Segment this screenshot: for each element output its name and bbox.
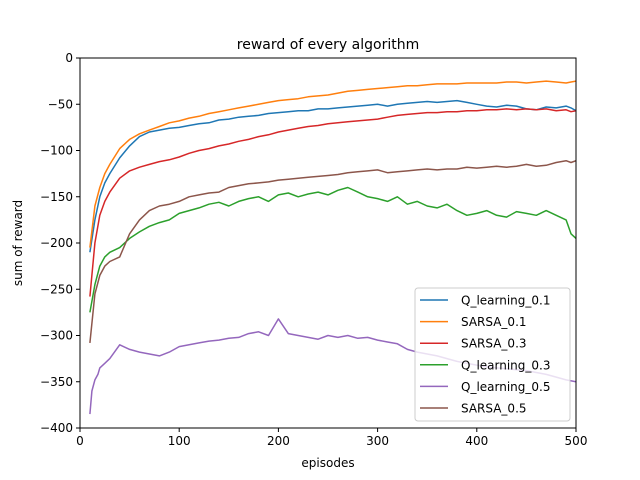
y-tick-label: 0	[65, 51, 73, 65]
series-line-sarsa-0-1	[89, 80, 576, 248]
x-tick-label: 0	[76, 434, 84, 448]
y-tick-label: −250	[40, 282, 73, 296]
y-tick-label: −400	[40, 421, 73, 435]
y-axis-ticks: 0 −50 −100 −150 −200 −250 −300 −350 −400	[40, 51, 80, 435]
series-line-q-learning-0-3	[89, 186, 576, 313]
x-tick-label: 200	[267, 434, 290, 448]
chart-title: reward of every algorithm	[237, 37, 419, 53]
x-axis-ticks: 0 100 200 300 400 500	[76, 428, 587, 448]
legend-label: SARSA_0.1	[461, 315, 527, 329]
y-tick-label: −300	[40, 329, 73, 343]
legend-label: SARSA_0.3	[461, 337, 527, 351]
legend-label: Q_learning_0.5	[461, 380, 550, 394]
y-tick-label: −50	[48, 97, 73, 111]
x-tick-label: 100	[168, 434, 191, 448]
legend-label: Q_learning_0.3	[461, 358, 550, 372]
series-line-sarsa-0-5	[89, 159, 576, 343]
series-line-q-learning-0-1	[89, 99, 576, 253]
series-line-sarsa-0-3	[89, 108, 576, 297]
series-layer	[89, 80, 576, 415]
y-axis-label: sum of reward	[11, 200, 25, 286]
y-tick-label: −150	[40, 190, 73, 204]
y-tick-label: −200	[40, 236, 73, 250]
legend-label: SARSA_0.5	[461, 402, 527, 416]
legend-items: Q_learning_0.1 SARSA_0.1 SARSA_0.3 Q_learni…	[420, 294, 550, 416]
y-tick-label: −350	[40, 375, 73, 389]
legend-label: Q_learning_0.1	[461, 294, 550, 308]
x-tick-label: 500	[565, 434, 588, 448]
legend-box	[414, 287, 571, 422]
y-tick-label: −100	[40, 144, 73, 158]
x-tick-label: 400	[465, 434, 488, 448]
x-tick-label: 300	[366, 434, 389, 448]
x-axis-label: episodes	[301, 456, 354, 470]
plot-area	[79, 57, 577, 429]
legend: Q_learning_0.1 SARSA_0.1 SARSA_0.3 Q_learni…	[414, 287, 571, 422]
